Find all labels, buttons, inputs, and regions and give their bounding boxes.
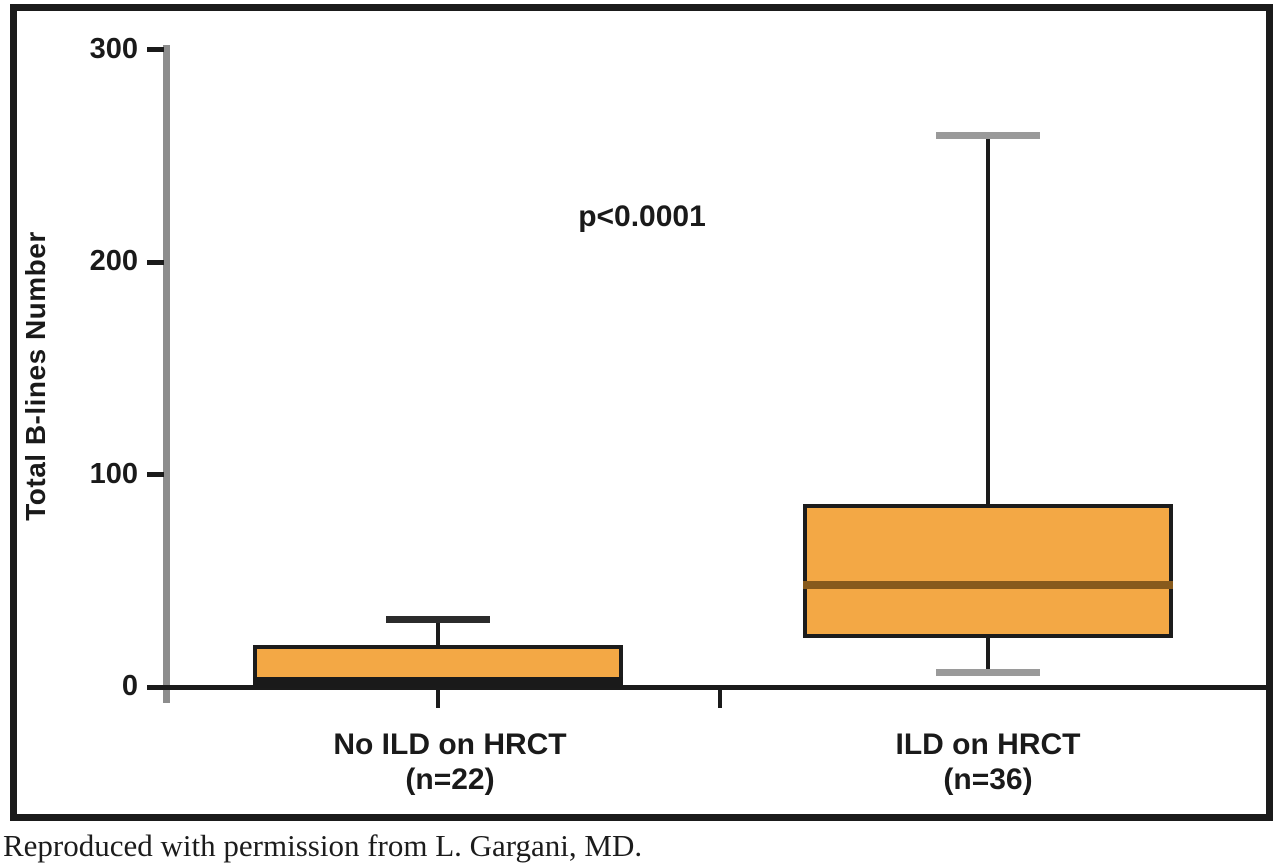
x-axis-line xyxy=(152,685,1270,690)
figure-caption: Reproduced with permission from L. Garga… xyxy=(3,828,643,863)
y-tick-label: 200 xyxy=(89,245,138,277)
x-tick xyxy=(718,690,722,708)
y-tick-label: 100 xyxy=(89,457,138,490)
whisker-lower-cap xyxy=(936,669,1040,677)
y-tick xyxy=(147,472,164,477)
whisker-upper-cap xyxy=(386,616,490,623)
x-category-sublabel: (n=22) xyxy=(405,763,495,796)
median-line xyxy=(253,677,623,689)
whisker-upper-line xyxy=(986,134,990,505)
y-tick-label: 0 xyxy=(121,670,138,702)
x-axis-end-tick xyxy=(1266,690,1270,699)
p-value-annotation: p<0.0001 xyxy=(578,200,706,233)
y-tick-label: 300 xyxy=(89,32,138,65)
x-category-sublabel: (n=36) xyxy=(943,763,1033,796)
x-category-label: ILD on HRCT xyxy=(895,728,1081,761)
y-tick xyxy=(147,259,164,265)
y-tick xyxy=(147,47,164,52)
y-axis-title: Total B-lines Number xyxy=(20,231,51,521)
whisker-upper-cap xyxy=(936,131,1040,139)
x-category-label: No ILD on HRCT xyxy=(333,728,567,761)
whisker-lower-line xyxy=(986,638,990,673)
median-line xyxy=(803,581,1173,589)
whisker-upper-line xyxy=(436,619,440,645)
y-axis-line xyxy=(163,45,170,703)
x-tick xyxy=(436,690,440,708)
figure-frame xyxy=(10,4,1273,821)
box xyxy=(803,504,1173,639)
